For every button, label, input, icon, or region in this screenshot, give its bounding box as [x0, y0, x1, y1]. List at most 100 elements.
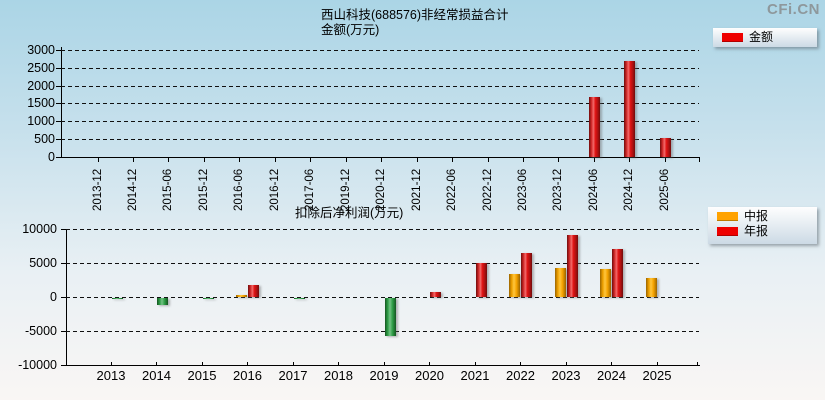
y-axis-line — [60, 47, 62, 158]
amount-legend-swatch — [722, 32, 743, 42]
x-tick-label-text: 2016-06 — [233, 168, 246, 211]
x-axis-line — [65, 365, 700, 366]
gridline — [66, 331, 699, 332]
x-axis-tick — [383, 362, 385, 366]
y-tick-label: -10000 — [18, 358, 57, 372]
x-axis-tick — [97, 158, 99, 162]
y-tick-label: 1000 — [27, 114, 55, 129]
x-tick-label: 2021-12 — [411, 169, 453, 225]
x-tick-label-text: 2016-12 — [268, 168, 281, 211]
x-tick-label: 2024-06 — [588, 169, 630, 225]
x-axis-tick — [520, 362, 521, 366]
y-axis-tick — [56, 157, 61, 158]
gridline — [66, 263, 699, 264]
y-axis-tick — [56, 103, 61, 105]
annual-legend-label: 年报 — [744, 224, 769, 238]
x-axis-tick — [452, 158, 454, 162]
x-axis-tick — [132, 158, 134, 162]
x-tick-label-text: 2022-06 — [446, 168, 459, 211]
bar-2024-06 — [588, 96, 600, 158]
x-axis-tick — [201, 362, 203, 366]
x-tick-label-text: 2015-06 — [162, 168, 175, 211]
x-tick-label-text: 2021-12 — [410, 168, 423, 211]
legend-row-interim: 中报 — [717, 210, 817, 222]
y-tick-label: 2000 — [27, 78, 55, 93]
x-axis-tick — [487, 158, 489, 162]
bar-annual-2019 — [384, 297, 396, 336]
y-axis-tick — [61, 365, 66, 366]
gridline — [66, 297, 699, 298]
bar-2024-12 — [624, 61, 636, 158]
x-axis-tick — [338, 362, 339, 366]
chart2-title: 扣除后净利润(万元) — [295, 206, 404, 220]
bar-interim-2024 — [600, 268, 611, 298]
x-axis-tick — [239, 158, 241, 162]
x-tick-label: 2018 — [324, 368, 353, 383]
x-axis-end-tick — [696, 362, 698, 366]
y-tick-label: 5000 — [29, 256, 57, 270]
y-axis-tick — [61, 263, 66, 264]
x-tick-label-text: 2017-06 — [304, 168, 317, 211]
x-tick-label-text: 2015-12 — [197, 168, 210, 211]
x-axis-tick — [656, 362, 658, 366]
x-tick-label-text: 2019-12 — [339, 168, 352, 211]
x-tick-label: 2023-12 — [552, 169, 594, 225]
legend-row-annual: 年报 — [717, 225, 817, 237]
chart1-subtitle: 金额(万元) — [321, 23, 380, 37]
x-tick-label-text: 2023-06 — [517, 168, 530, 211]
x-tick-label: 2015-12 — [198, 169, 240, 225]
annual-legend-swatch — [717, 226, 738, 236]
y-tick-label: 2500 — [27, 60, 55, 75]
y-tick-label: 10000 — [22, 222, 57, 236]
x-tick-label: 2020 — [415, 368, 444, 383]
x-tick-label: 2013-12 — [92, 169, 134, 225]
chart2-title-block: 扣除后净利润(万元) — [295, 206, 403, 221]
x-axis-tick — [416, 158, 418, 162]
x-axis-tick — [274, 158, 276, 162]
gridline — [61, 121, 699, 123]
y-tick-label: 0 — [48, 150, 55, 164]
x-tick-label: 2014-12 — [127, 169, 169, 225]
gridline — [61, 85, 699, 87]
x-tick-label: 2024-12 — [623, 169, 665, 225]
bar-interim-2022 — [509, 274, 520, 298]
legend-row-amount: 金额 — [722, 31, 817, 43]
chart1-title: 西山科技(688576)非经常损益合计 — [321, 8, 509, 22]
bar-annual-2022 — [521, 253, 532, 298]
x-axis-tick — [593, 158, 595, 162]
y-tick-label: 0 — [50, 290, 57, 304]
y-tick-label: 1500 — [27, 96, 55, 111]
bar-annual-2023 — [566, 234, 578, 298]
chart2-legend: 中报 年报 — [708, 207, 817, 244]
interim-legend-label: 中报 — [744, 209, 769, 223]
x-tick-label: 2013 — [96, 368, 126, 383]
cfi-watermark: CFi.CN — [767, 1, 820, 18]
x-tick-label: 2024 — [597, 368, 626, 383]
x-tick-label-text: 2022-12 — [481, 168, 494, 211]
x-tick-label: 2019 — [369, 368, 399, 383]
x-tick-label: 2015 — [187, 368, 217, 383]
bar-annual-2014 — [157, 297, 168, 305]
x-axis-tick — [474, 362, 476, 366]
gridline — [61, 103, 699, 105]
x-axis-tick — [629, 158, 631, 162]
bar-annual-2015 — [202, 297, 214, 300]
bar-annual-2013 — [111, 297, 123, 299]
x-tick-label: 2017 — [278, 368, 308, 383]
x-tick-label-text: 2013-12 — [91, 168, 104, 211]
x-axis-tick — [345, 158, 347, 162]
x-tick-label: 2016-06 — [233, 169, 275, 225]
y-axis-tick — [56, 67, 61, 69]
gridline — [61, 67, 699, 69]
y-tick-label: 3000 — [27, 42, 55, 57]
bar-interim-2016 — [236, 294, 247, 298]
x-axis-tick — [565, 362, 567, 366]
x-axis-tick — [381, 158, 383, 162]
y-tick-label: -5000 — [25, 324, 57, 338]
y-axis-tick — [56, 121, 61, 123]
gridline — [66, 229, 699, 230]
gridline — [61, 139, 699, 141]
